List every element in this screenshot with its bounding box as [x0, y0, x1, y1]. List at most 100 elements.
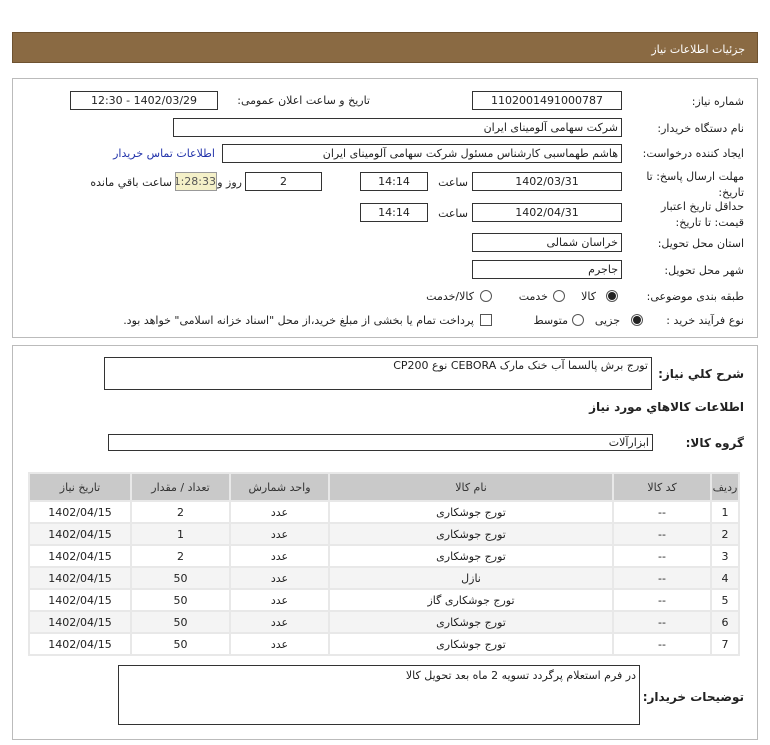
days-label: روز و [217, 176, 242, 189]
table-cell: -- [614, 546, 710, 566]
table-cell: 1402/04/15 [30, 590, 130, 610]
table-cell: 1 [132, 524, 229, 544]
description-field: تورج برش پالسما آب خنک مارک CEBORA نوع C… [104, 357, 652, 390]
announce-field: 1402/03/29 - 12:30 [70, 91, 218, 110]
deadline-time-field: 14:14 [360, 172, 428, 191]
table-cell: 50 [132, 568, 229, 588]
city-field: جاجرم [472, 260, 622, 279]
validity-time-field: 14:14 [360, 203, 428, 222]
remaining-time-field: 01:28:33 [175, 172, 217, 191]
deadline-label: مهلت ارسال پاسخ: تا [646, 170, 744, 183]
process-option-minor: جزیی [594, 314, 620, 327]
need-number-field: 1102001491000787 [472, 91, 622, 110]
table-cell: -- [614, 524, 710, 544]
table-cell: 1402/04/15 [30, 568, 130, 588]
category-radio-service[interactable] [553, 290, 565, 302]
group-field: ابزارآلات [108, 434, 653, 451]
process-radio-minor[interactable] [631, 314, 643, 326]
table-cell: 6 [712, 612, 738, 632]
table-cell: 2 [712, 524, 738, 544]
column-header: تاریخ نیاز [30, 474, 130, 500]
validity-label: حداقل تاریخ اعتبار [660, 200, 744, 213]
table-row: 4 -- نازل عدد 50 1402/04/15 [30, 568, 738, 588]
column-header: ردیف [712, 474, 738, 500]
column-header: نام کالا [330, 474, 612, 500]
table-cell: نازل [330, 568, 612, 588]
table-cell: تورج جوشکاری [330, 524, 612, 544]
table-cell: تورج جوشکاری [330, 546, 612, 566]
table-cell: تورج جوشکاری [330, 502, 612, 522]
table-cell: 2 [132, 546, 229, 566]
table-row: 3 -- تورج جوشکاری عدد 2 1402/04/15 [30, 546, 738, 566]
items-heading: اطلاعات کالاهاي مورد نیاز [589, 400, 744, 414]
category-label: طبقه بندی موضوعی: [646, 290, 744, 303]
deadline-time-label: ساعت [438, 176, 468, 189]
table-cell: 1402/04/15 [30, 502, 130, 522]
table-row: 5 -- تورج جوشکاری گاز عدد 50 1402/04/15 [30, 590, 738, 610]
page-header: جزئیات اطلاعات نیاز [12, 32, 758, 63]
table-cell: 1402/04/15 [30, 546, 130, 566]
table-cell: 4 [712, 568, 738, 588]
buyer-notes-field: در فرم استعلام پرگردد تسویه 2 ماه بعد تح… [118, 665, 640, 725]
group-label: گروه کالا: [685, 436, 744, 450]
creator-field: هاشم طهماسبی کارشناس مسئول شرکت سهامی آل… [222, 144, 622, 163]
table-cell: 50 [132, 634, 229, 654]
table-cell: عدد [231, 568, 328, 588]
category-option-goods: کالا [581, 290, 596, 303]
table-cell: تورج جوشکاری [330, 612, 612, 632]
table-cell: -- [614, 502, 710, 522]
buyer-org-label: نام دستگاه خریدار: [657, 122, 744, 135]
table-cell: 7 [712, 634, 738, 654]
deadline-label-2: تاریخ: [718, 186, 744, 199]
deadline-date-field: 1402/03/31 [472, 172, 622, 191]
announce-label: تاریخ و ساعت اعلان عمومی: [237, 94, 370, 107]
table-cell: -- [614, 634, 710, 654]
province-field: خراسان شمالی [472, 233, 622, 252]
buyer-contact-link[interactable]: اطلاعات تماس خریدار [113, 147, 215, 160]
table-cell: -- [614, 612, 710, 632]
remaining-label: ساعت باقي مانده [90, 176, 172, 189]
need-number-label: شماره نیاز: [691, 95, 744, 108]
table-cell: 5 [712, 590, 738, 610]
table-cell: تورج جوشکاری [330, 634, 612, 654]
table-row: 2 -- تورج جوشکاری عدد 1 1402/04/15 [30, 524, 738, 544]
table-cell: 1402/04/15 [30, 634, 130, 654]
category-option-both: کالا/خدمت [426, 290, 474, 303]
table-cell: عدد [231, 634, 328, 654]
days-field: 2 [245, 172, 322, 191]
process-radio-medium[interactable] [572, 314, 584, 326]
process-option-medium: متوسط [533, 314, 568, 327]
column-header: تعداد / مقدار [132, 474, 229, 500]
buyer-notes-label: توضیحات خریدار: [642, 690, 744, 704]
category-radio-goods[interactable] [606, 290, 618, 302]
city-label: شهر محل تحویل: [664, 264, 744, 277]
buyer-org-field: شرکت سهامی آلومینای ایران [173, 118, 622, 137]
validity-time-label: ساعت [438, 207, 468, 220]
table-cell: تورج جوشکاری گاز [330, 590, 612, 610]
table-cell: 50 [132, 612, 229, 632]
table-cell: 2 [132, 502, 229, 522]
creator-label: ایجاد کننده درخواست: [642, 147, 744, 160]
category-radio-both[interactable] [480, 290, 492, 302]
table-row: 6 -- تورج جوشکاری عدد 50 1402/04/15 [30, 612, 738, 632]
description-label: شرح کلي نیاز: [658, 367, 744, 381]
table-cell: عدد [231, 590, 328, 610]
table-row: 7 -- تورج جوشکاری عدد 50 1402/04/15 [30, 634, 738, 654]
table-cell: 50 [132, 590, 229, 610]
table-cell: -- [614, 590, 710, 610]
table-row: 1 -- تورج جوشکاری عدد 2 1402/04/15 [30, 502, 738, 522]
treasury-payment-checkbox[interactable] [480, 314, 492, 326]
province-label: استان محل تحویل: [657, 237, 744, 250]
table-cell: 1402/04/15 [30, 612, 130, 632]
process-label: نوع فرآیند خرید : [666, 314, 744, 327]
table-cell: 3 [712, 546, 738, 566]
category-option-service: خدمت [518, 290, 548, 303]
table-cell: 1 [712, 502, 738, 522]
page-title: جزئیات اطلاعات نیاز [651, 43, 745, 56]
validity-label-2: قیمت: تا تاریخ: [675, 216, 744, 229]
items-table: ردیف کد کالا نام کالا واحد شمارش تعداد /… [28, 472, 740, 656]
table-cell: 1402/04/15 [30, 524, 130, 544]
column-header: واحد شمارش [231, 474, 328, 500]
table-cell: عدد [231, 546, 328, 566]
table-cell: عدد [231, 524, 328, 544]
